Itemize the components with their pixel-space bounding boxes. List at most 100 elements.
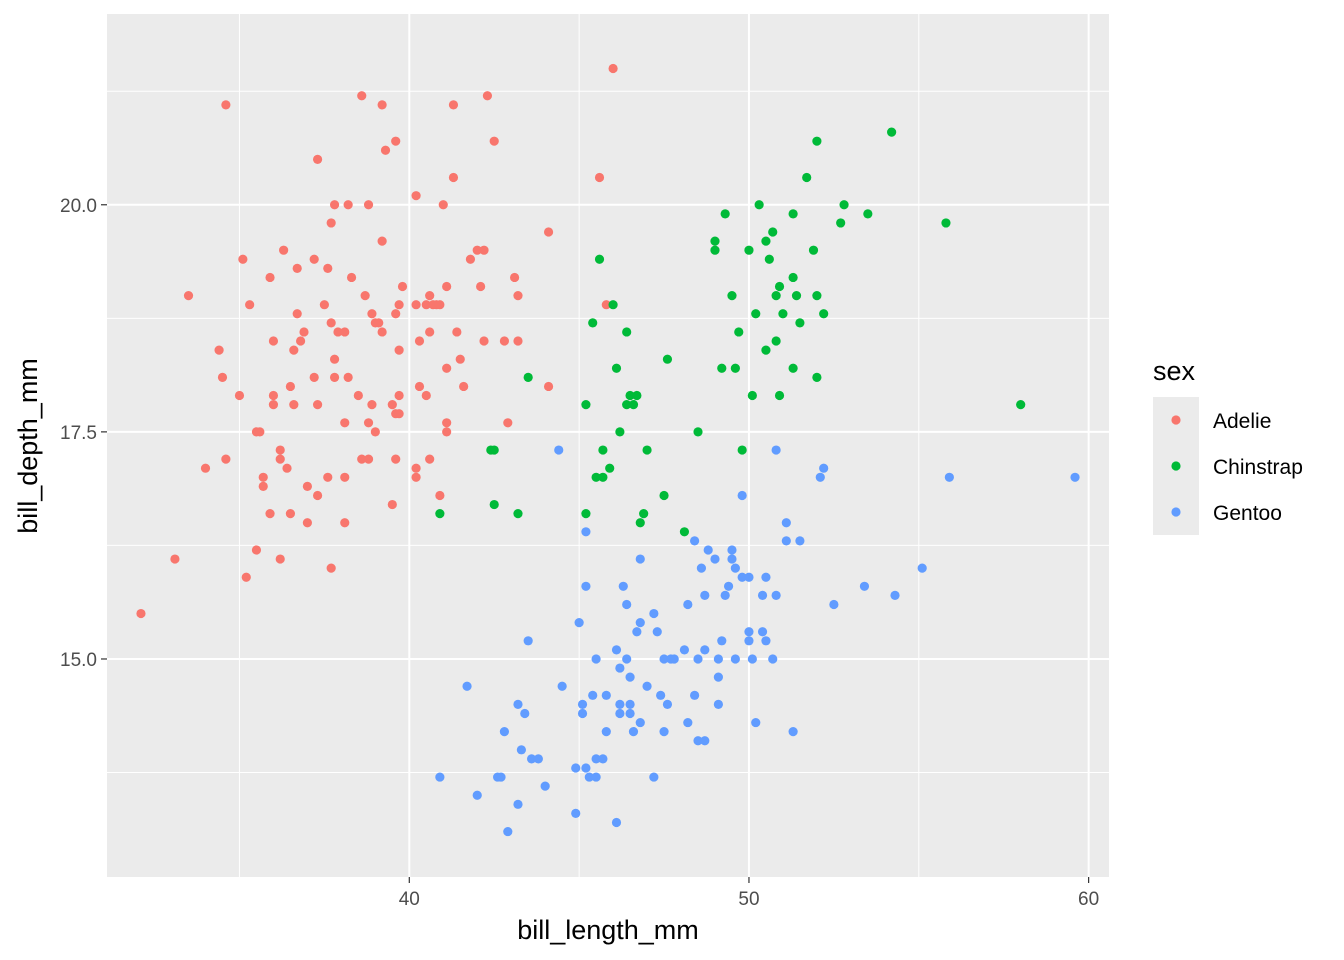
point-adelie bbox=[245, 300, 255, 310]
point-gentoo bbox=[700, 590, 710, 600]
data-points bbox=[136, 63, 1080, 837]
point-chinstrap bbox=[581, 509, 591, 519]
point-gentoo bbox=[713, 672, 723, 682]
point-gentoo bbox=[649, 772, 659, 782]
point-adelie bbox=[296, 336, 306, 346]
point-chinstrap bbox=[598, 445, 608, 455]
point-chinstrap bbox=[615, 427, 625, 437]
point-gentoo bbox=[588, 690, 598, 700]
point-adelie bbox=[425, 327, 435, 337]
point-adelie bbox=[367, 400, 377, 410]
point-gentoo bbox=[744, 572, 754, 582]
point-chinstrap bbox=[774, 281, 785, 292]
point-adelie bbox=[391, 309, 401, 319]
point-gentoo bbox=[611, 645, 622, 655]
point-gentoo bbox=[628, 727, 639, 737]
point-gentoo bbox=[669, 654, 679, 664]
point-adelie bbox=[363, 454, 374, 464]
point-gentoo bbox=[577, 699, 588, 710]
point-gentoo bbox=[584, 772, 594, 782]
point-adelie bbox=[499, 336, 510, 346]
point-chinstrap bbox=[761, 236, 771, 246]
point-gentoo bbox=[662, 699, 673, 710]
point-adelie bbox=[411, 472, 421, 482]
point-gentoo bbox=[581, 581, 591, 591]
point-gentoo bbox=[690, 536, 700, 546]
point-gentoo bbox=[720, 590, 730, 600]
point-adelie bbox=[377, 327, 387, 337]
point-adelie bbox=[241, 572, 251, 582]
point-adelie bbox=[394, 390, 404, 401]
point-gentoo bbox=[683, 717, 693, 728]
point-adelie bbox=[302, 518, 312, 528]
point-adelie bbox=[340, 518, 350, 528]
point-gentoo bbox=[649, 608, 659, 619]
point-adelie bbox=[323, 472, 333, 482]
point-chinstrap bbox=[819, 309, 829, 319]
point-adelie bbox=[465, 254, 476, 264]
point-gentoo bbox=[615, 663, 625, 673]
point-adelie bbox=[282, 463, 292, 473]
point-chinstrap bbox=[768, 227, 778, 237]
point-gentoo bbox=[1070, 472, 1080, 482]
point-adelie bbox=[380, 145, 391, 155]
point-chinstrap bbox=[594, 254, 605, 264]
point-gentoo bbox=[577, 708, 588, 719]
point-adelie bbox=[346, 272, 357, 283]
point-gentoo bbox=[693, 654, 703, 664]
point-chinstrap bbox=[812, 291, 822, 301]
point-gentoo bbox=[737, 572, 747, 582]
point-gentoo bbox=[744, 636, 754, 646]
point-adelie bbox=[438, 200, 448, 210]
point-chinstrap bbox=[791, 291, 802, 301]
point-adelie bbox=[482, 91, 493, 101]
point-gentoo bbox=[727, 554, 737, 564]
point-gentoo bbox=[859, 581, 870, 591]
point-adelie bbox=[442, 363, 452, 373]
point-gentoo bbox=[591, 754, 601, 764]
point-adelie bbox=[394, 300, 404, 310]
point-chinstrap bbox=[628, 400, 639, 410]
point-adelie bbox=[414, 381, 425, 392]
point-chinstrap bbox=[523, 372, 533, 382]
point-chinstrap bbox=[839, 200, 849, 210]
point-adelie bbox=[353, 390, 363, 401]
point-chinstrap bbox=[771, 291, 781, 301]
point-adelie bbox=[221, 454, 231, 464]
legend-label-adelie: Adelie bbox=[1213, 410, 1271, 433]
point-adelie bbox=[279, 245, 289, 255]
point-adelie bbox=[323, 263, 333, 273]
x-tick-label: 60 bbox=[1078, 889, 1099, 910]
point-chinstrap bbox=[754, 200, 764, 210]
point-adelie bbox=[255, 427, 265, 437]
point-adelie bbox=[367, 309, 377, 319]
x-tick-label: 50 bbox=[738, 889, 759, 910]
point-adelie bbox=[285, 381, 296, 392]
point-gentoo bbox=[622, 654, 632, 664]
point-gentoo bbox=[730, 563, 740, 573]
point-gentoo bbox=[635, 717, 645, 728]
point-chinstrap bbox=[788, 272, 798, 283]
point-chinstrap bbox=[778, 309, 788, 319]
point-gentoo bbox=[625, 672, 635, 682]
point-adelie bbox=[394, 345, 404, 355]
point-adelie bbox=[608, 63, 618, 74]
point-chinstrap bbox=[611, 363, 622, 373]
point-gentoo bbox=[781, 536, 791, 546]
point-adelie bbox=[312, 400, 323, 410]
point-gentoo bbox=[659, 654, 669, 664]
point-gentoo bbox=[591, 772, 601, 782]
point-adelie bbox=[411, 463, 421, 473]
point-chinstrap bbox=[489, 499, 499, 510]
point-adelie bbox=[479, 336, 489, 346]
point-chinstrap bbox=[435, 509, 445, 519]
point-adelie bbox=[309, 254, 319, 264]
point-adelie bbox=[442, 427, 452, 437]
point-gentoo bbox=[574, 618, 584, 628]
point-adelie bbox=[421, 300, 431, 310]
point-gentoo bbox=[693, 736, 703, 746]
point-adelie bbox=[455, 354, 465, 364]
point-adelie bbox=[377, 100, 387, 110]
legend-key-chinstrap bbox=[1171, 461, 1181, 471]
